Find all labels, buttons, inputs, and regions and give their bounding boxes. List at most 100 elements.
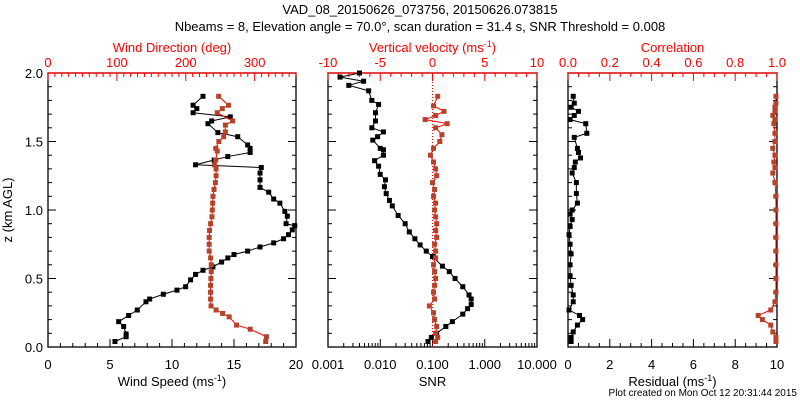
data-point [575, 108, 581, 114]
data-point [116, 319, 122, 325]
data-point [375, 134, 381, 140]
data-point [220, 310, 226, 316]
data-point [434, 173, 440, 179]
data-point [566, 307, 572, 313]
data-point [174, 287, 180, 293]
data-point [208, 255, 214, 261]
data-point [210, 200, 216, 206]
data-point [768, 307, 774, 313]
data-point [422, 117, 428, 123]
series-vertical-velocity [422, 93, 450, 345]
data-point [571, 165, 577, 171]
data-point [768, 322, 774, 328]
series-line [339, 72, 472, 342]
data-point [402, 221, 408, 227]
x-top-tick-label: -5 [374, 55, 386, 70]
data-point [380, 152, 386, 158]
data-point [219, 106, 225, 112]
data-point [772, 152, 778, 158]
x-bottom-tick-label: 8 [732, 357, 739, 372]
data-point [773, 221, 779, 227]
x-top-axis-title: Vertical velocity (ms-1) [369, 39, 496, 55]
data-point [465, 306, 471, 312]
x-bottom-axis-title-text: Wind Speed (ms [118, 374, 215, 389]
data-point [337, 74, 343, 80]
data-point [188, 277, 194, 283]
data-point [380, 147, 386, 153]
data-point [289, 227, 295, 233]
data-point [366, 88, 372, 94]
data-point [376, 102, 382, 108]
x-bottom-axis-title-text-end: ) [712, 374, 716, 389]
data-point [234, 322, 240, 328]
data-point [235, 134, 241, 140]
data-point [214, 110, 220, 116]
data-point [571, 134, 577, 140]
plot-frame [47, 72, 297, 348]
x-bottom-tick-label: 6 [690, 357, 697, 372]
data-point [361, 78, 367, 84]
data-point [147, 296, 153, 302]
data-point [286, 232, 292, 238]
data-point [386, 197, 392, 203]
data-point [772, 117, 778, 123]
x-top-axis-title: Correlation [641, 40, 705, 55]
data-point [258, 165, 264, 171]
data-point [773, 193, 779, 199]
data-point [431, 103, 437, 109]
data-point [206, 234, 212, 240]
data-point [412, 236, 418, 242]
data-point [377, 171, 383, 177]
data-point [213, 157, 219, 163]
data-point [430, 254, 435, 260]
data-point [439, 263, 445, 269]
data-point [426, 303, 432, 309]
data-point [434, 221, 440, 227]
data-point [433, 228, 439, 234]
data-point [216, 93, 222, 99]
x-bottom-axis-title-superscript: -1 [214, 373, 222, 383]
data-point [257, 244, 263, 250]
data-point [435, 334, 441, 340]
data-point [571, 112, 577, 118]
data-point [226, 314, 232, 320]
data-point [193, 162, 199, 168]
data-point [773, 289, 779, 295]
data-point [200, 267, 206, 273]
plot-frame [567, 72, 778, 348]
x-top-tick-label: 0.8 [726, 55, 744, 70]
x-top-tick-label: 0.6 [684, 55, 702, 70]
x-bottom-tick-label: 0.001 [312, 357, 345, 372]
data-point [395, 212, 401, 218]
x-bottom-tick-label: 20 [289, 357, 303, 372]
data-point [567, 117, 573, 123]
data-point [206, 248, 212, 254]
data-point [213, 145, 219, 151]
data-point [208, 303, 214, 309]
data-point [369, 125, 375, 131]
data-point [571, 100, 577, 106]
data-point [573, 191, 579, 197]
data-point [209, 214, 215, 220]
x-top-tick-label: 200 [175, 55, 197, 70]
data-point [432, 282, 438, 288]
data-point [759, 317, 765, 323]
x-top-tick-label: 300 [244, 55, 266, 70]
series-wind-speed [112, 93, 298, 345]
data-point [283, 221, 289, 227]
data-point [346, 82, 352, 88]
data-point [432, 317, 438, 323]
data-point [773, 234, 779, 240]
data-point [435, 93, 441, 99]
data-point [257, 177, 263, 183]
x-bottom-tick-label: 0.010 [364, 357, 397, 372]
x-top-axis-title-text: Wind Direction (deg) [113, 40, 232, 55]
data-point [773, 334, 779, 340]
x-top-tick-label: 0.0 [559, 55, 577, 70]
data-point [771, 159, 777, 165]
data-point [433, 112, 439, 118]
data-point [377, 145, 383, 151]
data-point [772, 299, 778, 305]
x-bottom-tick-label: 1.000 [468, 357, 501, 372]
data-point [771, 121, 777, 127]
